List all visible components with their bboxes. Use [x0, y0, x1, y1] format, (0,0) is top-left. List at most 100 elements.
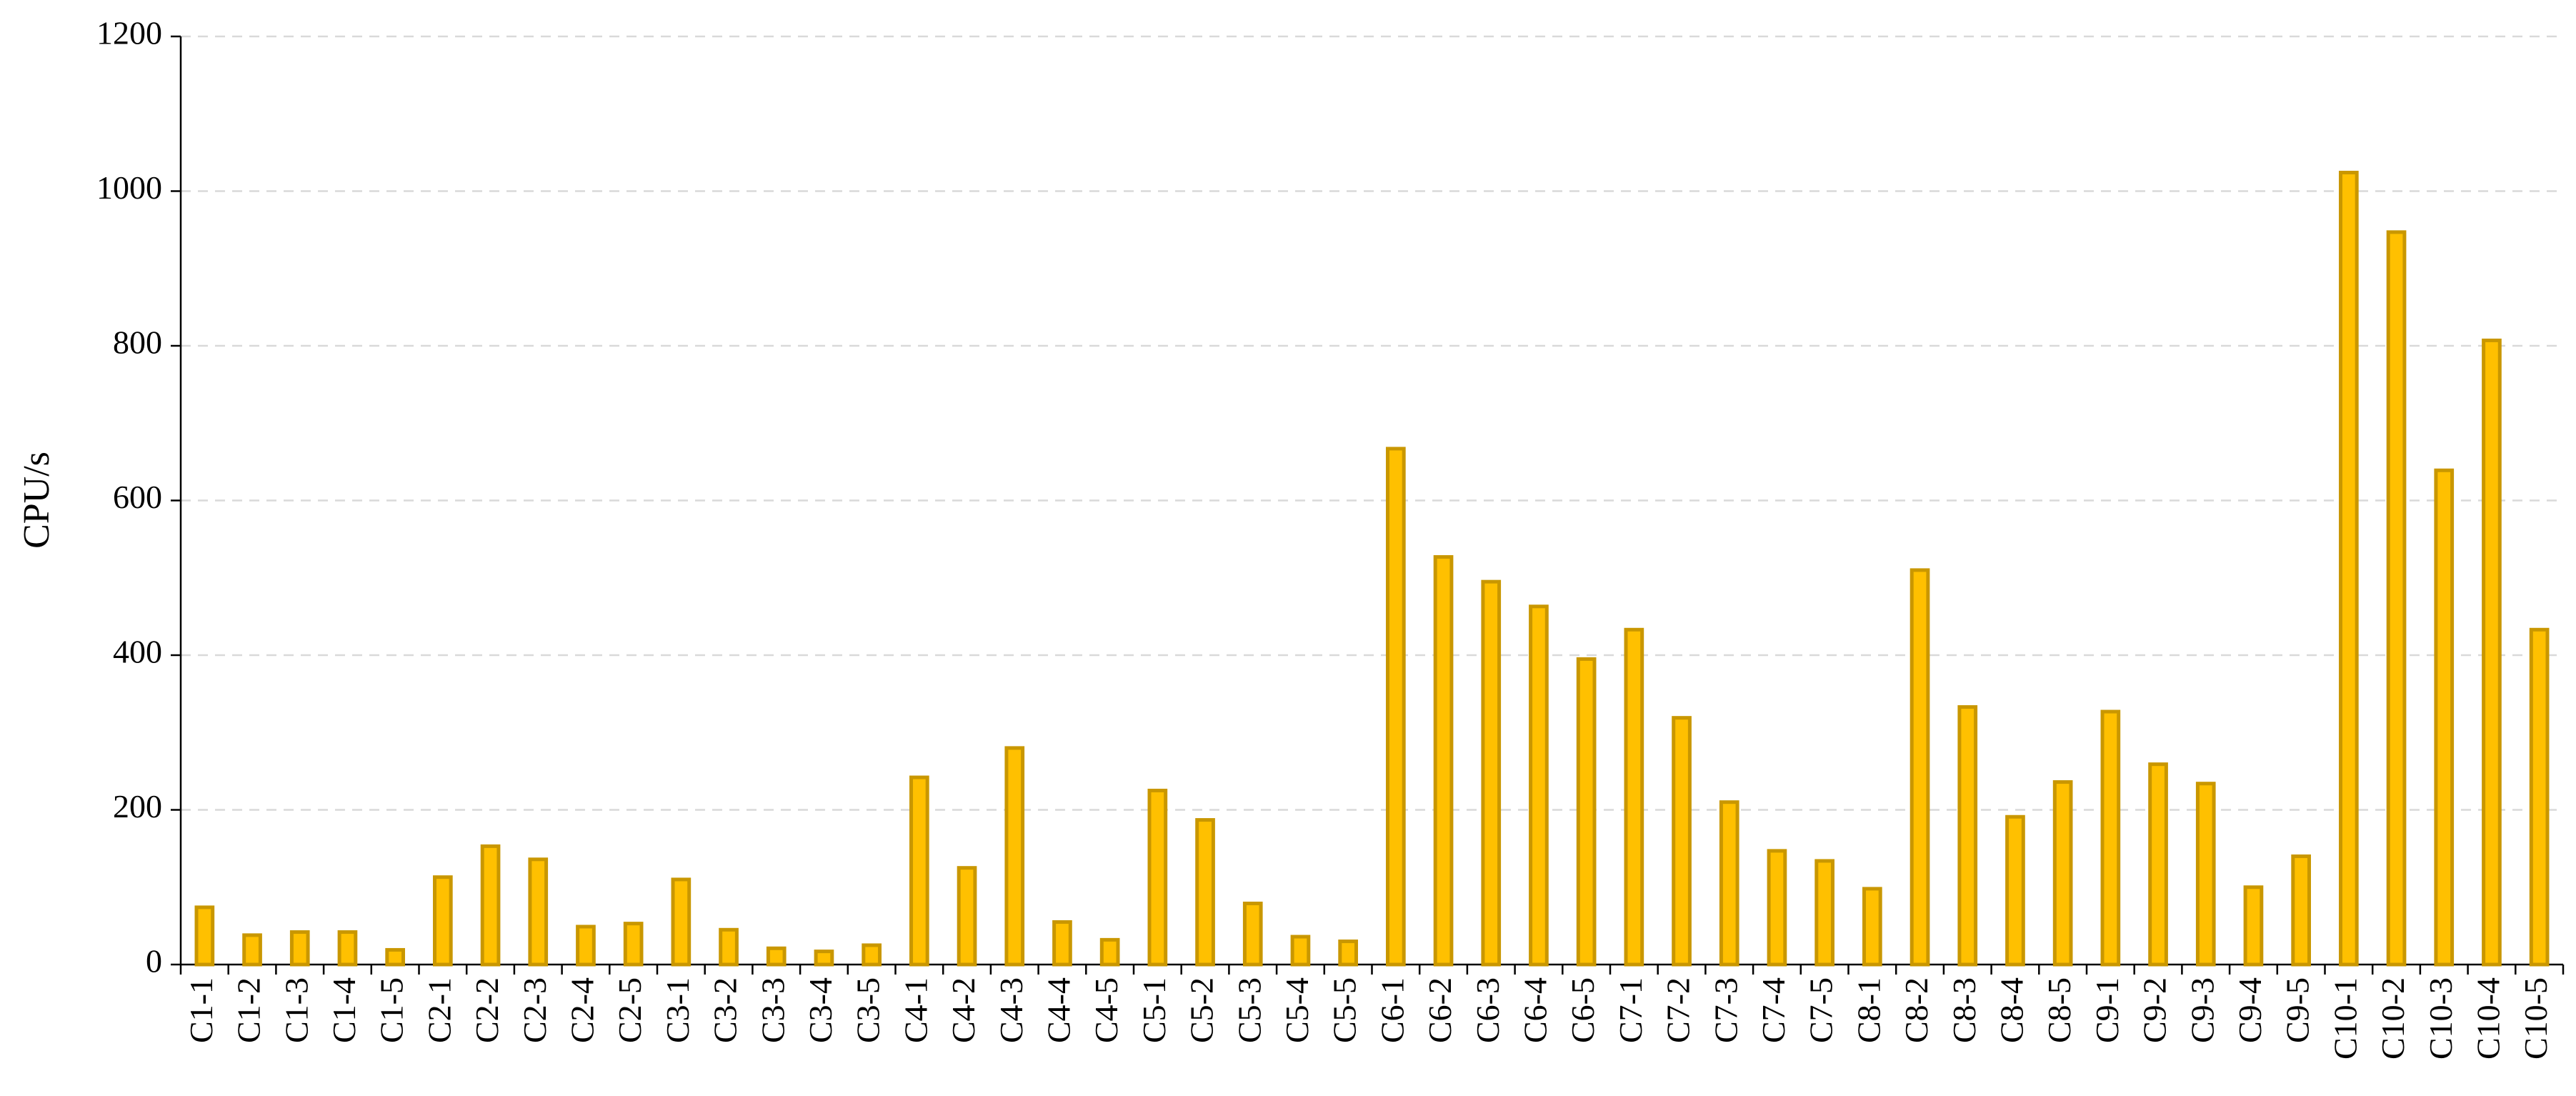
bar	[2529, 627, 2550, 967]
x-tick-label: C5-1	[1136, 977, 1172, 1043]
x-tick-label: C9-1	[2089, 977, 2125, 1043]
x-tick-label: C6-2	[1422, 977, 1458, 1043]
bar	[1814, 859, 1834, 967]
bar	[433, 875, 453, 967]
bar	[1481, 579, 1502, 967]
x-tick-label: C5-3	[1231, 977, 1267, 1043]
x-tick-label: C6-4	[1517, 977, 1554, 1043]
bar	[337, 930, 358, 967]
x-tick-label: C10-1	[2327, 977, 2363, 1060]
x-tick-label: C2-4	[564, 977, 601, 1043]
x-tick-label: C8-2	[1898, 977, 1935, 1043]
bar	[1957, 705, 1978, 967]
x-tick-label: C2-1	[421, 977, 457, 1043]
bar	[2100, 709, 2121, 967]
x-tick-label: C7-4	[1755, 977, 1792, 1043]
x-tick-label: C1-1	[183, 977, 219, 1043]
x-tick-label: C7-5	[1803, 977, 1839, 1043]
bar	[1767, 849, 1787, 967]
bar	[2291, 854, 2311, 967]
x-tick-label: C9-3	[2184, 977, 2220, 1043]
bar	[242, 933, 262, 967]
bar	[1195, 818, 1215, 967]
x-tick-label: C10-2	[2375, 977, 2411, 1060]
bar	[1290, 935, 1311, 967]
bar	[2052, 780, 2073, 967]
y-tick-label: 600	[113, 479, 162, 515]
x-tick-label: C7-1	[1612, 977, 1649, 1043]
x-tick-label: C9-5	[2280, 977, 2316, 1043]
x-tick-label: C10-3	[2422, 977, 2459, 1060]
x-tick-label: C7-2	[1660, 977, 1697, 1043]
x-tick-label: C4-3	[993, 977, 1029, 1043]
y-tick-label: 800	[113, 324, 162, 361]
x-tick-label: C4-5	[1088, 977, 1124, 1043]
x-tick-label: C2-3	[516, 977, 553, 1043]
x-tick-label: C1-3	[278, 977, 314, 1043]
bar	[1004, 746, 1025, 967]
x-tick-label: C1-2	[231, 977, 267, 1043]
bar	[957, 866, 977, 967]
bar	[2434, 468, 2455, 967]
y-axis-title: CPU/s	[16, 452, 57, 549]
x-tick-label: C3-4	[802, 977, 839, 1043]
x-tick-label: C10-4	[2470, 977, 2507, 1060]
bar	[1672, 716, 1692, 967]
bar	[719, 927, 739, 967]
x-tick-label: C1-4	[326, 977, 362, 1043]
bar	[862, 943, 882, 967]
x-tick-label: C5-5	[1327, 977, 1363, 1043]
bar	[1338, 940, 1358, 967]
bar	[1624, 627, 1644, 967]
bar	[385, 947, 405, 967]
x-tick-label: C5-2	[1184, 977, 1220, 1043]
x-tick-label: C8-1	[1850, 977, 1887, 1043]
x-tick-label: C3-2	[707, 977, 744, 1043]
x-tick-label: C9-2	[2137, 977, 2173, 1043]
bar	[671, 877, 692, 967]
bar	[1433, 555, 1454, 967]
x-tick-label: C8-4	[1994, 977, 2030, 1043]
bar	[766, 946, 787, 967]
y-tick-label: 400	[113, 634, 162, 670]
x-tick-label: C6-5	[1564, 977, 1601, 1043]
bar	[2243, 885, 2264, 967]
bar	[528, 857, 549, 967]
bar	[480, 844, 501, 967]
bar	[1052, 920, 1072, 967]
bar	[1147, 788, 1168, 967]
y-tick-label: 200	[113, 788, 162, 825]
x-tick-label: C3-1	[659, 977, 696, 1043]
bar	[909, 775, 929, 967]
bar	[814, 950, 834, 967]
bar	[2482, 338, 2502, 967]
x-tick-label: C5-4	[1279, 977, 1315, 1043]
bar	[576, 925, 596, 967]
bar	[1719, 800, 1739, 967]
bar	[194, 905, 215, 967]
bar	[289, 930, 310, 967]
bar	[2386, 230, 2407, 967]
x-tick-label: C3-3	[754, 977, 791, 1043]
bar	[2339, 171, 2359, 967]
x-tick-label: C7-3	[1707, 977, 1744, 1043]
bar	[2005, 814, 2025, 967]
bar	[1242, 901, 1263, 967]
bar	[2148, 762, 2168, 967]
bar	[2195, 782, 2216, 967]
y-tick-label: 0	[146, 943, 162, 980]
x-tick-label: C3-5	[850, 977, 887, 1043]
x-tick-label: C6-1	[1374, 977, 1410, 1043]
x-tick-label: C8-5	[2041, 977, 2077, 1043]
x-tick-label: C4-1	[897, 977, 934, 1043]
y-tick-label: 1200	[96, 15, 162, 51]
bar	[1386, 447, 1406, 967]
bar	[1862, 887, 1882, 967]
bar	[1099, 937, 1120, 967]
bar	[1576, 657, 1597, 967]
bar	[623, 922, 644, 967]
x-tick-label: C10-5	[2517, 977, 2554, 1060]
x-tick-label: C4-4	[1041, 977, 1077, 1043]
bar	[1529, 604, 1549, 967]
